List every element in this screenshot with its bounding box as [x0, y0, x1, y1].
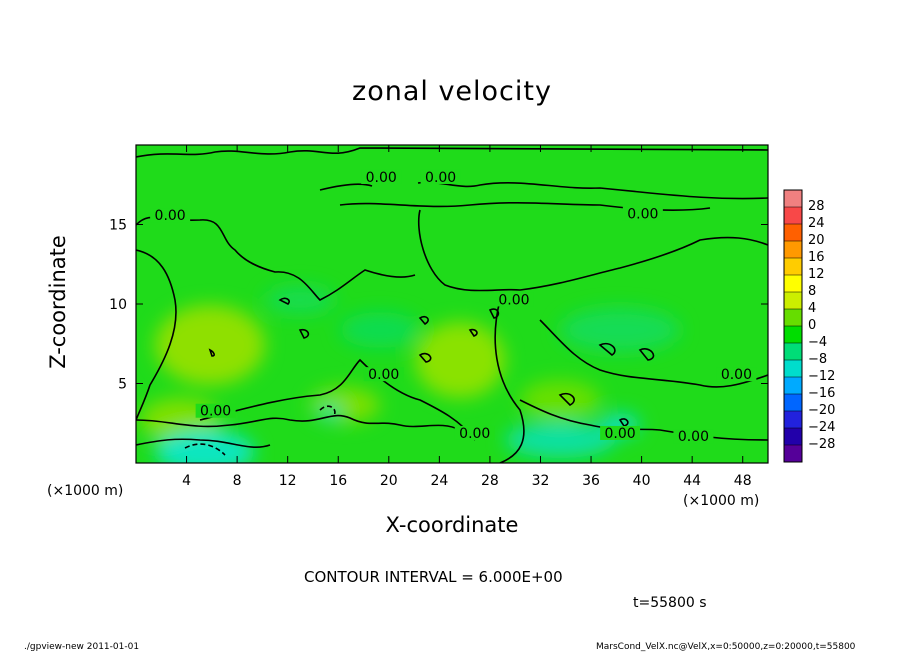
- footer-program-date: ./gpview-new 2011-01-01: [24, 642, 140, 652]
- x-tick-label: 44: [683, 473, 701, 489]
- x-tick-label: 32: [532, 473, 550, 489]
- contour-label-bg: [622, 206, 663, 221]
- y-tick-label: 15: [109, 218, 127, 234]
- colorbar-label: −24: [808, 420, 835, 435]
- colorbar-label: 16: [808, 250, 825, 265]
- y-axis-title: Z-coordinate: [46, 235, 70, 369]
- colorbar-label: 0: [808, 318, 816, 333]
- colorbar-label: 28: [808, 199, 825, 214]
- colorbar-segment: [784, 190, 802, 207]
- colorbar-segment: [784, 241, 802, 258]
- x-unit-label-right: (×1000 m): [683, 493, 760, 509]
- x-axis-ticks: 4 8 12 16 20 24 28 32 36 40 44 48: [182, 145, 752, 489]
- colorbar-segment: [784, 360, 802, 377]
- colorbar-segment: [784, 394, 802, 411]
- footer-data-source: MarsCond_VelX.nc@VelX,x=0:50000,z=0:2000…: [596, 642, 856, 652]
- contour-label: 0.00: [368, 367, 399, 383]
- contour-label-bg: [150, 208, 191, 223]
- colorbar-segment: [784, 275, 802, 292]
- colorbar-segment: [784, 428, 802, 445]
- colorbar: 28 24 20 16 12 8 4 0 −4 −8 −12 −16 −20 −24 −28: [783, 189, 835, 463]
- contour-label-bg: [454, 425, 495, 440]
- colorbar-label: −28: [808, 437, 835, 452]
- colorbar-segment: [784, 309, 802, 326]
- colorbar-label: −20: [808, 403, 835, 418]
- x-tick-label: 28: [481, 473, 499, 489]
- contour-label: 0.00: [155, 208, 186, 224]
- contour-label: 0.00: [721, 367, 752, 383]
- x-tick-label: 20: [380, 473, 398, 489]
- chart-title: zonal velocity: [352, 76, 552, 107]
- contour-label-bg: [195, 403, 236, 418]
- contour-label: 0.00: [605, 426, 636, 442]
- contour-label-bg: [361, 169, 402, 184]
- contour-label-bg: [363, 367, 404, 382]
- colorbar-segment: [784, 445, 802, 462]
- x-tick-label: 16: [329, 473, 347, 489]
- colorbar-segment: [784, 207, 802, 224]
- colorbar-segment: [784, 326, 802, 343]
- y-tick-label: 10: [109, 297, 127, 313]
- x-tick-label: 12: [279, 473, 297, 489]
- contour-label-bg: [493, 292, 534, 307]
- colorbar-label: 12: [808, 267, 825, 282]
- colorbar-segment: [784, 224, 802, 241]
- heatmap-field: 0.00 0.00 0.00 0.00 0.00 0.00 0.00 0.00 0.00 0.00…: [136, 145, 768, 463]
- contour-label: 0.00: [366, 170, 397, 186]
- contour-label: 0.00: [627, 207, 658, 223]
- y-tick-label: 5: [118, 377, 127, 393]
- colorbar-segment: [784, 343, 802, 360]
- x-axis-title: X-coordinate: [385, 513, 519, 537]
- x-tick-label: 36: [582, 473, 600, 489]
- x-tick-label: 24: [430, 473, 448, 489]
- x-tick-label: 4: [182, 473, 191, 489]
- colorbar-label: −12: [808, 369, 835, 384]
- x-tick-label: 48: [734, 473, 752, 489]
- colorbar-label: −4: [808, 335, 827, 350]
- x-unit-label-left: (×1000 m): [47, 483, 124, 499]
- contour-label: 0.00: [200, 404, 231, 420]
- contour-label-bg: [716, 367, 757, 382]
- contour-label-bg: [673, 429, 714, 444]
- contour-label: 0.00: [678, 429, 709, 445]
- x-tick-label: 8: [233, 473, 242, 489]
- x-tick-label: 40: [633, 473, 651, 489]
- contour-label: 0.00: [459, 426, 490, 442]
- contour-interval-note: CONTOUR INTERVAL = 6.000E+00: [304, 568, 563, 586]
- colorbar-segment: [784, 377, 802, 394]
- colorbar-segment: [784, 258, 802, 275]
- colorbar-label: −8: [808, 352, 827, 367]
- contour-label-bg: [420, 169, 461, 184]
- colorbar-label: 8: [808, 284, 816, 299]
- colorbar-label: 20: [808, 233, 825, 248]
- colorbar-label: 24: [808, 216, 825, 231]
- colorbar-segment: [784, 411, 802, 428]
- contour-labels: 0.00 0.00 0.00 0.00 0.00 0.00 0.00 0.00 0.00 0.00…: [150, 169, 757, 445]
- contour-label: 0.00: [498, 292, 529, 308]
- colorbar-label: 4: [808, 301, 816, 316]
- contour-label: 0.00: [425, 170, 456, 186]
- time-label: t=55800 s: [633, 595, 707, 611]
- contour-label-bg: [600, 425, 641, 440]
- colorbar-segment: [784, 292, 802, 309]
- colorbar-label: −16: [808, 386, 835, 401]
- y-axis-ticks: 5 10 15: [109, 218, 768, 393]
